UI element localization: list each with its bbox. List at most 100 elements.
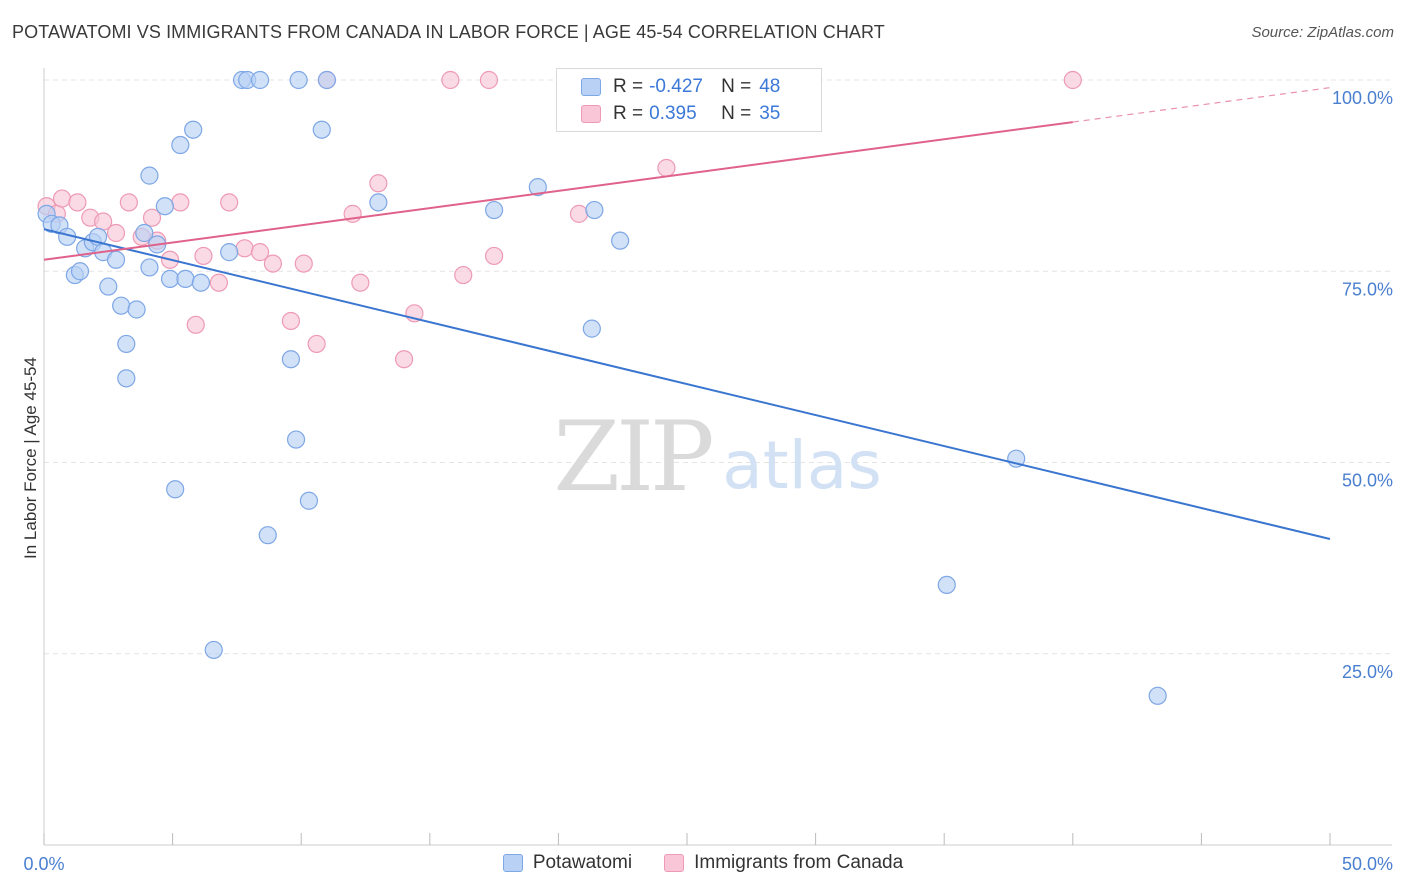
legend-row-potawatomi: R = -0.427 N = 48 xyxy=(581,75,780,99)
tick-labels: 25.0% 50.0% 75.0% 100.0% 0.0% 50.0% xyxy=(23,88,1393,874)
data-point-potawatomi xyxy=(171,135,190,155)
series-legend: Potawatomi Immigrants from Canada xyxy=(0,852,1406,874)
data-point-potawatomi xyxy=(528,178,547,197)
data-point-potawatomi xyxy=(1148,686,1167,705)
watermark-zip: ZIP xyxy=(553,401,712,513)
data-point-potawatomi xyxy=(166,480,185,499)
data-point-immigrants xyxy=(294,254,313,273)
legend-swatch-pink xyxy=(664,854,685,872)
legend-r-label: R = xyxy=(613,103,644,124)
correlation-legend: R = -0.427 N = 48 R = 0.395 N = 35 xyxy=(556,68,822,132)
data-point-potawatomi xyxy=(204,640,223,660)
data-point-potawatomi xyxy=(184,120,203,139)
data-point-immigrants xyxy=(569,204,589,223)
legend-swatch-blue xyxy=(502,854,523,872)
data-point-potawatomi xyxy=(117,334,136,354)
trend-lines xyxy=(43,87,1331,540)
data-point-immigrants xyxy=(194,246,213,266)
legend-r-value: 0.395 xyxy=(649,103,697,124)
data-point-potawatomi xyxy=(135,223,154,243)
data-point-potawatomi xyxy=(281,350,301,369)
data-point-immigrants xyxy=(142,208,162,227)
data-point-potawatomi xyxy=(585,200,604,220)
legend-item-potawatomi[interactable]: Potawatomi xyxy=(502,852,633,874)
data-point-potawatomi xyxy=(70,262,90,281)
legend-series-name: Potawatomi xyxy=(532,852,633,873)
legend-r-value: -0.427 xyxy=(649,76,703,97)
data-point-immigrants xyxy=(186,315,205,334)
data-point-immigrants xyxy=(52,189,72,208)
data-point-immigrants xyxy=(369,174,388,193)
source-label: Source: ZipAtlas.com xyxy=(1251,24,1394,41)
data-point-immigrants xyxy=(1063,70,1082,90)
data-point-immigrants xyxy=(171,193,190,212)
data-point-immigrants xyxy=(235,239,254,258)
data-point-potawatomi xyxy=(258,526,277,545)
legend-series-name: Immigrants from Canada xyxy=(694,852,904,873)
data-point-potawatomi xyxy=(160,269,180,288)
data-point-potawatomi xyxy=(155,197,174,216)
legend-item-immigrants[interactable]: Immigrants from Canada xyxy=(664,852,903,874)
data-point-potawatomi xyxy=(106,250,126,269)
y-tick-label: 25.0% xyxy=(1342,662,1393,682)
data-point-immigrants xyxy=(485,246,504,266)
data-point-potawatomi xyxy=(369,193,388,212)
data-point-immigrants xyxy=(281,311,301,331)
data-point-potawatomi xyxy=(140,166,159,185)
legend-n-value: 35 xyxy=(759,103,781,124)
y-tick-label: 50.0% xyxy=(1342,471,1393,491)
data-point-immigrants xyxy=(479,70,499,90)
x-tick-label: 0.0% xyxy=(23,854,64,874)
data-point-potawatomi xyxy=(611,231,630,250)
legend-swatch-blue xyxy=(581,78,601,96)
grid-lines xyxy=(44,79,1392,655)
legend-swatch-pink xyxy=(581,105,601,123)
trend-line-potawatomi xyxy=(43,228,1331,540)
data-point-immigrants xyxy=(441,70,460,90)
legend-n-value: 48 xyxy=(759,76,781,97)
data-point-potawatomi xyxy=(312,120,331,139)
data-point-immigrants xyxy=(250,243,270,262)
legend-n-label: N = xyxy=(721,76,752,97)
data-point-potawatomi xyxy=(299,491,319,510)
y-tick-label: 75.0% xyxy=(1342,279,1393,299)
data-point-immigrants xyxy=(657,158,676,178)
data-point-potawatomi xyxy=(140,258,159,277)
y-axis-label: In Labor Force | Age 45-54 xyxy=(21,357,40,559)
y-tick-label: 100.0% xyxy=(1332,88,1393,108)
data-point-potawatomi xyxy=(176,269,195,288)
trend-line-immigrants xyxy=(43,121,1073,261)
legend-n-label: N = xyxy=(721,103,752,124)
data-point-potawatomi xyxy=(127,300,146,319)
data-point-potawatomi xyxy=(937,575,956,595)
data-point-potawatomi xyxy=(117,369,136,388)
data-point-immigrants xyxy=(394,350,414,369)
data-point-immigrants xyxy=(307,334,326,354)
chart-title: POTAWATOMI VS IMMIGRANTS FROM CANADA IN … xyxy=(12,22,885,42)
legend-r-label: R = xyxy=(613,76,644,97)
legend-row-immigrants: R = 0.395 N = 35 xyxy=(581,102,780,126)
axes xyxy=(43,68,1392,846)
data-point-potawatomi xyxy=(99,277,118,296)
data-point-potawatomi xyxy=(191,273,210,292)
watermark: ZIP atlas xyxy=(553,401,881,513)
data-point-immigrants xyxy=(68,193,87,212)
trend-line-immigrants-extension xyxy=(1072,87,1331,123)
series-potawatomi-points xyxy=(37,70,1167,705)
data-point-potawatomi xyxy=(317,70,337,90)
data-point-potawatomi xyxy=(286,430,306,449)
data-point-potawatomi xyxy=(250,70,270,90)
data-point-potawatomi xyxy=(289,70,308,90)
data-point-immigrants xyxy=(119,193,138,212)
data-point-immigrants xyxy=(351,273,370,292)
data-point-immigrants xyxy=(263,254,283,273)
data-point-immigrants xyxy=(454,265,473,285)
data-point-immigrants xyxy=(220,193,239,212)
watermark-atlas: atlas xyxy=(722,427,882,504)
data-point-potawatomi xyxy=(582,319,601,338)
x-tick-label: 50.0% xyxy=(1342,854,1393,874)
data-point-potawatomi xyxy=(112,296,131,315)
data-point-potawatomi xyxy=(220,243,239,262)
data-point-immigrants xyxy=(209,273,228,292)
